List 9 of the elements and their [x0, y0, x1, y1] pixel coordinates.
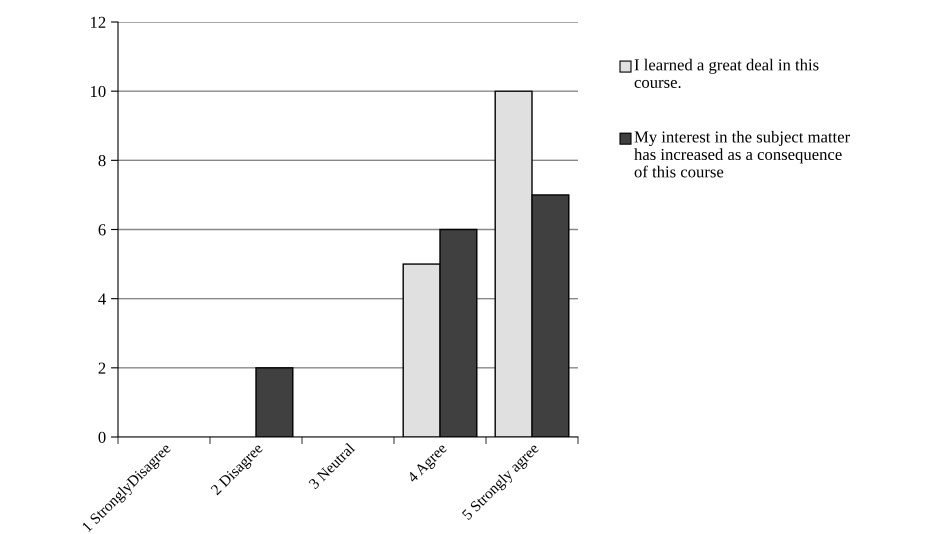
y-tick-label: 12	[90, 16, 106, 28]
y-tick-label: 4	[98, 293, 106, 304]
y-tick-label: 0	[98, 432, 106, 443]
legend-label: I learned a great deal in this course.	[634, 58, 818, 88]
y-tick-label: 6	[98, 224, 106, 236]
y-tick-label: 10	[90, 86, 106, 98]
y-tick-label: 2	[98, 362, 106, 374]
legend-label: My interest in the subject matter has increased as a consequence of this course	[634, 130, 850, 178]
y-tick-label: 8	[98, 155, 106, 166]
